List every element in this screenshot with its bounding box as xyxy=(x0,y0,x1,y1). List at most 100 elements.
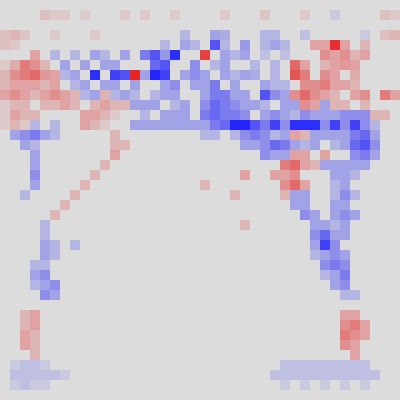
heatmap-cell xyxy=(340,80,350,90)
heatmap-cell xyxy=(70,80,80,90)
heatmap-cell xyxy=(180,40,190,50)
heatmap-cell xyxy=(160,40,170,50)
heatmap-cell xyxy=(280,370,290,380)
heatmap-cell xyxy=(300,180,310,190)
heatmap-cell xyxy=(40,370,50,380)
heatmap-cell xyxy=(330,210,340,220)
heatmap-cell xyxy=(340,380,350,390)
heatmap-cell xyxy=(340,340,350,350)
heatmap-cell xyxy=(130,90,140,100)
heatmap-cell xyxy=(330,230,340,240)
heatmap-cell xyxy=(10,30,20,40)
heatmap-cell xyxy=(210,100,220,110)
heatmap-cell xyxy=(50,370,60,380)
heatmap-cell xyxy=(100,50,110,60)
heatmap-cell xyxy=(220,100,230,110)
heatmap-cell xyxy=(290,60,300,70)
heatmap-cell xyxy=(90,110,100,120)
heatmap-cell xyxy=(350,140,360,150)
heatmap-cell xyxy=(90,100,100,110)
heatmap-cell xyxy=(190,60,200,70)
heatmap-cell xyxy=(290,360,300,370)
heatmap-cell xyxy=(30,130,40,140)
heatmap-cell xyxy=(210,30,220,40)
heatmap-cell xyxy=(80,80,90,90)
heatmap-cell xyxy=(40,250,50,260)
heatmap-cell xyxy=(30,80,40,90)
heatmap-cell xyxy=(110,130,120,140)
heatmap-cell xyxy=(80,180,90,190)
heatmap-cell xyxy=(50,130,60,140)
heatmap-cell xyxy=(340,40,350,50)
heatmap-cell xyxy=(30,180,40,190)
heatmap-cell xyxy=(20,310,30,320)
heatmap-cell xyxy=(0,100,10,110)
heatmap-cell xyxy=(40,270,50,280)
heatmap-cell xyxy=(160,50,170,60)
heatmap-cell xyxy=(280,170,290,180)
heatmap-cell xyxy=(330,180,340,190)
heatmap-cell xyxy=(330,170,340,180)
heatmap-cell xyxy=(350,90,360,100)
heatmap-cell xyxy=(300,80,310,90)
heatmap-cell xyxy=(90,170,100,180)
heatmap-cell xyxy=(300,70,310,80)
heatmap-cell xyxy=(300,200,310,210)
heatmap-cell xyxy=(280,360,290,370)
heatmap-cell xyxy=(190,70,200,80)
heatmap-cell xyxy=(300,130,310,140)
heatmap-cell xyxy=(0,40,10,50)
heatmap-cell xyxy=(340,200,350,210)
heatmap-cell xyxy=(290,150,300,160)
heatmap-cell xyxy=(50,210,60,220)
heatmap-cell xyxy=(30,170,40,180)
heatmap-cell xyxy=(340,100,350,110)
heatmap-cell xyxy=(290,160,300,170)
heatmap-cell xyxy=(370,370,380,380)
heatmap-cell xyxy=(50,10,60,20)
heatmap-cell xyxy=(280,90,290,100)
heatmap-cell xyxy=(320,230,330,240)
heatmap-cell xyxy=(350,350,360,360)
heatmap-cell xyxy=(20,80,30,90)
heatmap-cell xyxy=(320,220,330,230)
heatmap-cell xyxy=(40,100,50,110)
heatmap-cell xyxy=(320,160,330,170)
heatmap-cell xyxy=(360,140,370,150)
heatmap-cell xyxy=(370,150,380,160)
heatmap-cell xyxy=(270,80,280,90)
heatmap-cell xyxy=(90,30,100,40)
heatmap-cell xyxy=(170,110,180,120)
heatmap-cell xyxy=(240,140,250,150)
heatmap-cell xyxy=(60,90,70,100)
heatmap-cell xyxy=(330,130,340,140)
heatmap-cell xyxy=(330,60,340,70)
heatmap-cell xyxy=(30,50,40,60)
heatmap-cell xyxy=(270,40,280,50)
heatmap-cell xyxy=(330,120,340,130)
heatmap-cell xyxy=(200,80,210,90)
heatmap-cell xyxy=(170,90,180,100)
heatmap-cell xyxy=(160,120,170,130)
heatmap-cell xyxy=(330,260,340,270)
heatmap-cell xyxy=(150,120,160,130)
heatmap-cell xyxy=(0,90,10,100)
heatmap-cell xyxy=(220,90,230,100)
heatmap-cell xyxy=(360,40,370,50)
heatmap-cell xyxy=(110,90,120,100)
heatmap-cell xyxy=(10,90,20,100)
heatmap-cell xyxy=(330,10,340,20)
heatmap-cell xyxy=(240,70,250,80)
heatmap-cell xyxy=(380,10,390,20)
heatmap-cell xyxy=(50,80,60,90)
heatmap-cell xyxy=(100,110,110,120)
heatmap-cell xyxy=(70,240,80,250)
heatmap-cell xyxy=(0,120,10,130)
heatmap-cell xyxy=(140,100,150,110)
heatmap-cell xyxy=(220,30,230,40)
heatmap-cell xyxy=(280,80,290,90)
heatmap-cell xyxy=(100,160,110,170)
heatmap-cell xyxy=(340,270,350,280)
heatmap-cell xyxy=(0,110,10,120)
heatmap-cell xyxy=(120,70,130,80)
